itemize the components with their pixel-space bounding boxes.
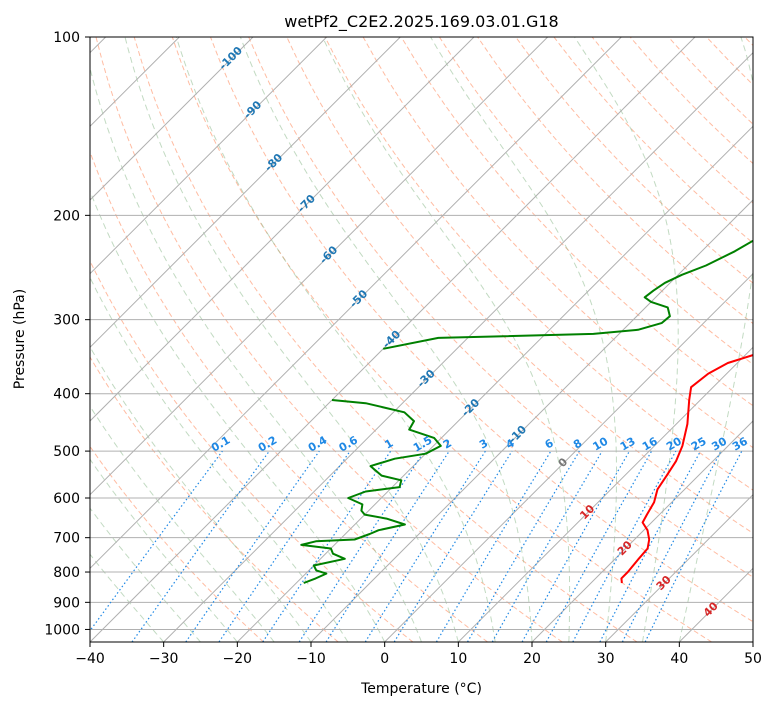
y-tick-label: 400	[53, 387, 80, 403]
mixing-ratio-line	[644, 450, 743, 642]
y-tick-label: 200	[53, 208, 80, 224]
dry-adiabat	[90, 445, 264, 642]
isotherm-line	[90, 37, 254, 201]
mixing-ratio-line	[298, 450, 425, 642]
mixing-ratio-line	[218, 450, 351, 642]
dewpoint-profile-line	[300, 399, 442, 584]
moist-adiabat	[124, 37, 459, 642]
chart-title: wetPf2_C2E2.2025.169.03.01.G18	[284, 12, 558, 32]
isotherm-line	[457, 346, 753, 642]
x-tick-label: −20	[223, 651, 253, 667]
mixing-ratio-line	[545, 450, 653, 642]
moist-adiabat	[175, 37, 496, 642]
y-tick-label: 800	[53, 565, 80, 581]
mixing-ratio-line	[572, 450, 677, 642]
isotherm-line	[90, 37, 328, 275]
y-tick-label: 500	[53, 444, 80, 460]
isotherm-line	[531, 420, 753, 642]
dewpoint-profile-line	[383, 239, 753, 350]
isotherm-line	[90, 37, 549, 496]
dry-adiabat	[210, 37, 753, 623]
dry-adiabat	[515, 37, 753, 284]
x-tick-label: 20	[523, 651, 541, 667]
moist-adiabat	[678, 37, 753, 642]
dry-adiabat	[171, 37, 712, 642]
isotherm-line	[90, 37, 475, 422]
moist-adiabat	[90, 65, 422, 642]
y-tick-label: 100	[53, 30, 80, 46]
plot-frame	[89, 36, 754, 643]
moist-adiabat	[90, 405, 275, 642]
x-tick-label: −30	[149, 651, 179, 667]
isotherm-line	[163, 51, 753, 642]
x-tick-label: −40	[75, 651, 105, 667]
isotherm-line	[90, 37, 696, 642]
y-tick-label: 900	[53, 595, 80, 611]
x-tick-label: 10	[449, 651, 467, 667]
mixing-ratio-line	[262, 450, 392, 642]
dry-adiabat	[324, 37, 753, 491]
dry-adiabat	[133, 37, 638, 642]
isotherm-line	[384, 272, 753, 642]
dry-adiabat	[400, 37, 753, 407]
moist-adiabat	[90, 553, 165, 642]
y-tick-label: 300	[53, 313, 80, 329]
x-tick-label: 0	[380, 651, 389, 667]
x-tick-label: 30	[597, 651, 615, 667]
temperature-profile-line	[620, 354, 753, 584]
dry-adiabat	[95, 37, 563, 642]
moist-adiabat	[90, 507, 201, 642]
isotherm-line	[90, 37, 622, 570]
moist-adiabat	[322, 37, 571, 642]
mixing-ratio-line	[185, 450, 320, 642]
y-tick-label: 700	[53, 531, 80, 547]
dry-adiabat	[438, 37, 753, 366]
dry-adiabat	[248, 37, 753, 578]
moist-adiabat	[239, 37, 533, 642]
moist-adiabat	[90, 189, 386, 642]
y-tick-label: 600	[53, 491, 80, 507]
isotherm-line	[90, 37, 401, 349]
moist-adiabat	[430, 37, 617, 642]
mixing-ratio-line	[131, 450, 270, 642]
isotherm-line	[605, 493, 753, 642]
x-tick-label: 50	[744, 651, 762, 667]
moist-adiabat	[90, 458, 238, 642]
y-axis-label: Pressure (hPa)	[12, 289, 28, 389]
mixing-ratio-line	[393, 450, 513, 642]
isotherm-line	[310, 199, 753, 642]
dry-adiabat	[90, 150, 488, 642]
x-axis-label: Temperature (°C)	[360, 681, 482, 697]
mixing-ratio-line	[521, 450, 631, 642]
mixing-ratio-line	[325, 450, 450, 642]
dry-adiabat	[90, 356, 339, 642]
mixing-ratio-line	[90, 450, 223, 632]
x-tick-label: 40	[670, 651, 688, 667]
moist-adiabat	[574, 37, 679, 642]
x-tick-label: −10	[296, 651, 326, 667]
moist-adiabat	[90, 276, 349, 642]
y-tick-label: 1000	[44, 622, 80, 638]
